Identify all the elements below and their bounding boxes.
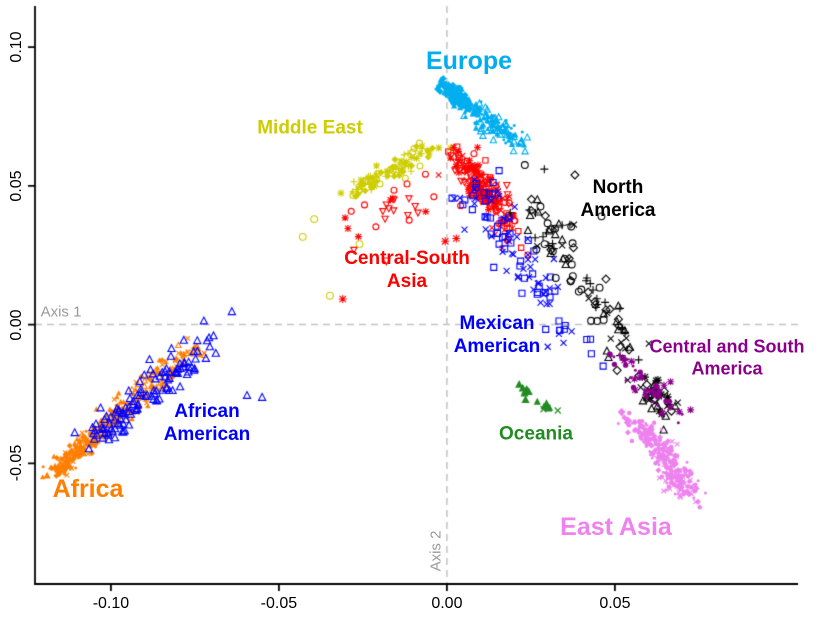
scatter-plot-canvas [0,0,829,623]
population-pca-scatter-figure: Axis 1 Axis 2 -0.10 -0.05 0.00 0.05 -0.05 0.0… [0,0,829,623]
